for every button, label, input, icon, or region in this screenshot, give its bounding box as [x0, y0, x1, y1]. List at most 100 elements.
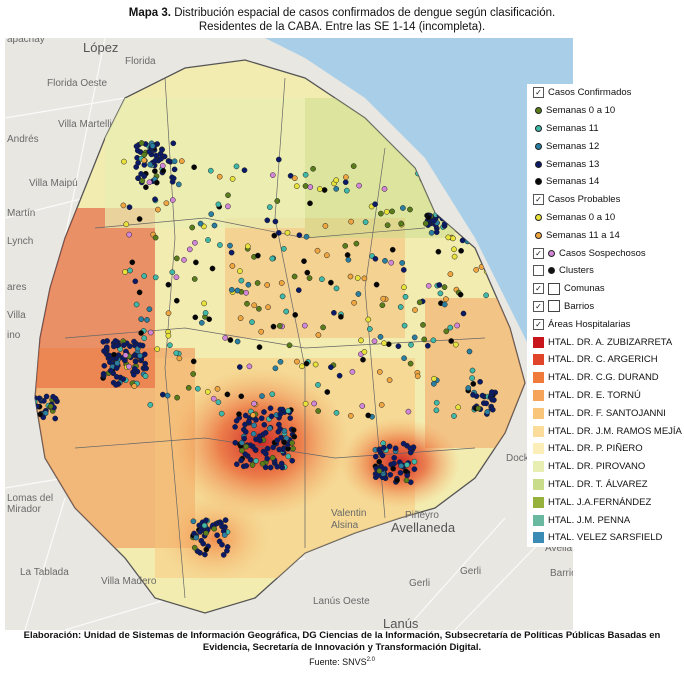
case-point — [373, 281, 380, 288]
case-point — [433, 399, 440, 406]
case-point — [241, 435, 248, 442]
case-point — [349, 368, 356, 375]
case-point — [345, 256, 352, 263]
case-point — [407, 445, 414, 452]
case-point — [430, 380, 437, 387]
map-canvas[interactable]: apachay López Florida Florida Oeste Vill… — [5, 38, 573, 630]
case-point — [443, 210, 450, 216]
case-point — [291, 175, 298, 182]
case-point — [227, 242, 233, 249]
case-point — [197, 220, 204, 227]
case-point — [278, 280, 285, 286]
case-point — [322, 223, 329, 229]
case-point — [142, 373, 149, 379]
case-point — [250, 412, 256, 418]
case-point — [239, 447, 245, 454]
legend-item[interactable]: ✓ Barrios — [527, 298, 683, 316]
legend-item[interactable]: ✓ Casos Confirmados — [527, 84, 683, 102]
legend-swatch — [533, 372, 544, 384]
place-label: Lomas del Mirador — [7, 493, 54, 515]
case-point — [101, 348, 107, 354]
case-point — [390, 465, 397, 472]
place-label: Villa Madero — [101, 576, 157, 587]
case-point — [253, 457, 259, 464]
case-point — [228, 286, 235, 293]
case-point — [147, 401, 154, 408]
case-point — [35, 403, 40, 410]
place-label: Villa Maipú — [29, 178, 78, 189]
case-point — [433, 229, 440, 236]
case-point — [35, 415, 38, 421]
case-point — [395, 343, 402, 350]
legend-checkbox[interactable] — [533, 265, 544, 277]
legend-item[interactable]: Clusters — [527, 262, 683, 280]
case-point — [379, 302, 386, 309]
case-point — [136, 216, 143, 222]
case-point — [381, 186, 388, 192]
case-point — [380, 444, 387, 451]
case-point — [227, 337, 234, 343]
case-point — [355, 291, 362, 297]
case-point — [154, 346, 161, 352]
legend-item[interactable]: ✓ Comunas — [527, 280, 683, 298]
case-point — [303, 360, 310, 367]
legend-swatch — [533, 478, 544, 490]
legend-item[interactable]: ✓ Casos Probables — [527, 191, 683, 209]
legend-label: Semanas 0 a 10 — [546, 105, 616, 117]
case-point — [129, 259, 136, 266]
case-point — [414, 373, 421, 380]
case-point — [224, 547, 230, 554]
case-point — [159, 162, 166, 169]
case-point — [484, 409, 491, 415]
case-point — [167, 342, 173, 349]
case-point — [407, 360, 414, 367]
case-point — [328, 364, 334, 371]
case-point — [152, 274, 159, 281]
case-point — [302, 400, 309, 407]
case-point — [171, 158, 178, 165]
case-point — [224, 391, 231, 398]
case-point — [114, 360, 121, 367]
case-point — [397, 304, 404, 310]
legend-item[interactable]: ✓ Casos Sospechosos — [527, 244, 683, 262]
case-point — [277, 358, 284, 365]
legend-swatch — [533, 389, 544, 401]
legend-checkbox[interactable]: ✓ — [533, 318, 544, 330]
case-point — [372, 201, 378, 208]
case-point — [164, 392, 171, 399]
case-point — [424, 176, 431, 182]
legend-checkbox[interactable]: ✓ — [533, 300, 544, 312]
case-point — [307, 200, 313, 207]
case-point — [152, 234, 159, 241]
case-point — [205, 237, 211, 243]
legend-item[interactable]: ✓ Áreas Hospitalarias — [527, 315, 683, 333]
case-point — [424, 342, 431, 349]
case-point — [165, 310, 172, 317]
legend-item: HTAL. VELEZ SARSFIELD — [527, 529, 683, 547]
case-point — [441, 213, 448, 219]
legend-swatch — [533, 407, 544, 419]
case-point — [141, 157, 148, 164]
legend-checkbox[interactable]: ✓ — [533, 283, 544, 295]
case-point — [206, 316, 213, 323]
legend-label: HTAL. DR. C.G. DURAND — [548, 372, 659, 384]
case-point — [443, 296, 449, 302]
case-point — [416, 299, 423, 306]
case-point — [431, 375, 437, 382]
case-point — [153, 152, 159, 159]
legend-dot-icon — [535, 213, 542, 221]
case-point — [243, 289, 249, 296]
legend-item: Semanas 11 a 14 — [527, 226, 683, 244]
case-point — [170, 175, 177, 182]
case-point — [52, 395, 59, 402]
case-point — [215, 201, 222, 208]
legend-outline-icon — [548, 282, 560, 295]
case-point — [264, 282, 271, 288]
legend-checkbox[interactable]: ✓ — [533, 87, 544, 99]
case-point — [342, 243, 349, 249]
case-point — [307, 184, 314, 190]
legend-checkbox[interactable]: ✓ — [533, 247, 544, 259]
case-point — [247, 456, 254, 463]
place-label: Andrés — [7, 134, 39, 145]
legend-checkbox[interactable]: ✓ — [533, 194, 544, 206]
